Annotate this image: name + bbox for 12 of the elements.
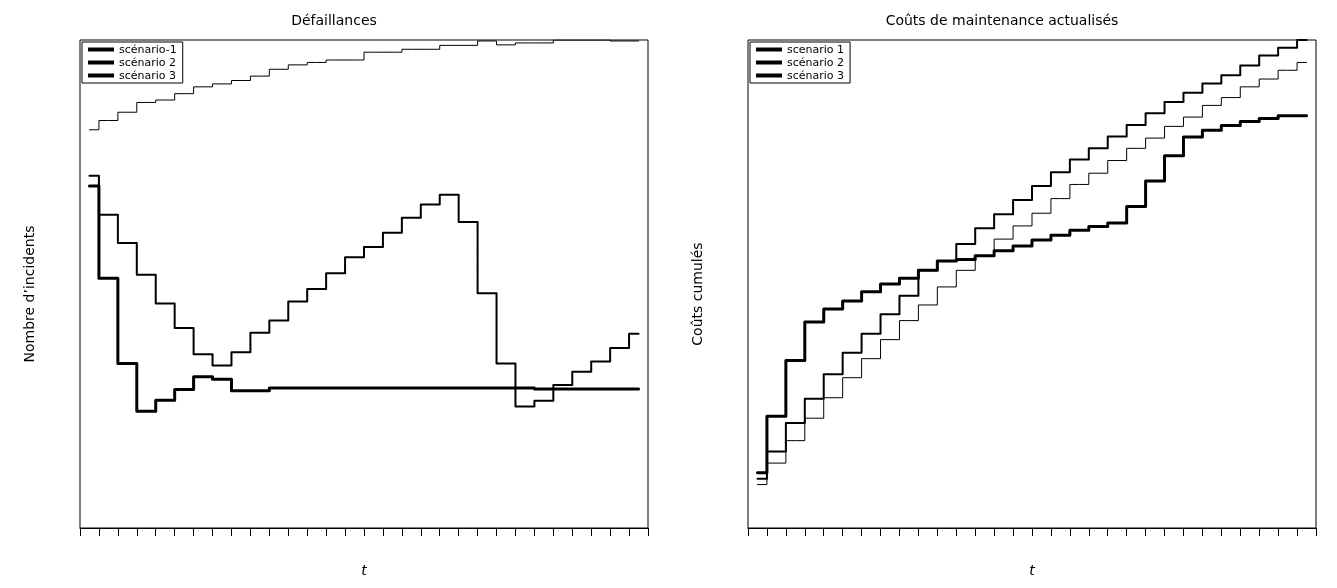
y-axis-title: Nombre d’incidents <box>21 225 37 363</box>
chart-title: Défaillances <box>291 12 377 28</box>
legend-label: scénario 2 <box>119 56 177 69</box>
legend-label: scénario 3 <box>787 69 845 82</box>
legend-label: scenario 1 <box>787 43 845 56</box>
chart-title: Coûts de maintenance actualisés <box>885 12 1119 28</box>
x-axis-title: t <box>361 562 368 578</box>
x-axis-title: t <box>1029 562 1036 578</box>
y-axis-title: Coûts cumulés <box>689 242 705 346</box>
legend-label: scénario-1 <box>119 43 177 56</box>
legend-label: scénario 3 <box>119 69 177 82</box>
legend-label: scénario 2 <box>787 56 845 69</box>
